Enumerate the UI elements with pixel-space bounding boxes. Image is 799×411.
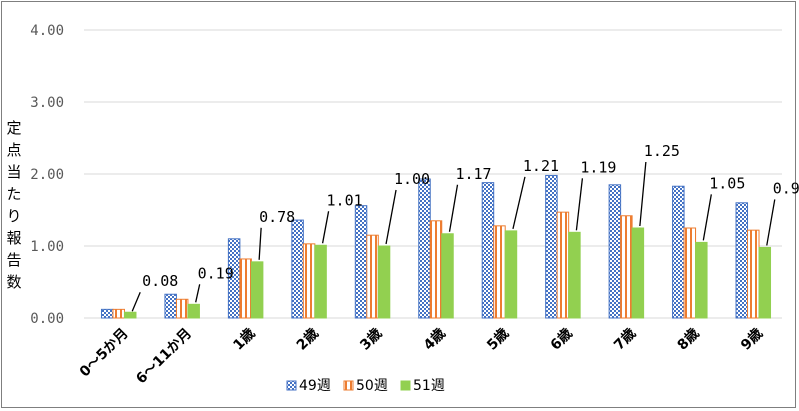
x-category-label: 3歳 (357, 325, 386, 354)
bar-50週 (429, 220, 443, 319)
y-axis-label-char: り (6, 207, 21, 225)
y-axis-label-char: 当 (6, 163, 21, 181)
legend-label: 49週 (299, 378, 331, 394)
bar-49週 (481, 182, 495, 319)
legend-label: 50週 (356, 378, 388, 394)
data-labels: 0.08 0.19 0.78 1.01 1.00 1.17 1.21 1.19 1.25 1.05… (131, 142, 799, 312)
leader-line (766, 199, 776, 246)
data-label: 0.78 (259, 208, 295, 226)
bar-49週 (418, 178, 431, 319)
leader-line (385, 189, 397, 245)
leader-line (195, 284, 201, 303)
x-category-label: 1歳 (230, 325, 259, 354)
data-label: 0.19 (198, 264, 234, 282)
bar-50週 (302, 243, 316, 319)
bar-49週 (164, 293, 177, 319)
bars (100, 174, 772, 319)
bar-50週 (175, 298, 189, 319)
bar-49週 (672, 185, 685, 319)
bar-51週 (441, 233, 454, 319)
leader-line (448, 184, 459, 232)
bar-50週 (620, 215, 633, 319)
y-tick-label: 3.00 (30, 95, 64, 111)
legend-label: 51週 (413, 378, 445, 394)
bar-49週 (545, 174, 558, 319)
bar-49週 (291, 219, 304, 319)
bar-51週 (250, 261, 264, 319)
x-category-label: 8歳 (674, 325, 703, 354)
data-label: 1.19 (580, 158, 616, 176)
data-label: 1.17 (455, 165, 491, 183)
y-axis-label-char: 告 (6, 251, 21, 269)
bar-50週 (239, 258, 252, 319)
data-label: 1.01 (327, 191, 363, 209)
y-axis-label-char: 数 (6, 273, 21, 291)
bar-51週 (187, 303, 200, 319)
bar-50週 (366, 234, 379, 319)
bar-51週 (631, 227, 645, 319)
bar-51週 (123, 311, 137, 319)
x-category-label: 0～5か月 (77, 326, 132, 381)
leader-line (575, 178, 584, 231)
y-axis-label-char: 定 (6, 119, 21, 137)
bar-50週 (493, 225, 506, 319)
bar-51週 (314, 244, 327, 319)
data-label: 1.00 (394, 170, 430, 188)
x-category-label: 2歳 (293, 325, 322, 354)
bar-51週 (758, 246, 772, 319)
bar-49週 (354, 205, 368, 319)
legend-swatch (400, 380, 411, 391)
leader-line (131, 291, 141, 312)
bar-51週 (504, 230, 518, 319)
legend: 49週 50週 51週 (286, 378, 445, 394)
data-label: 0.98 (773, 179, 799, 197)
bar-51週 (695, 241, 708, 319)
y-axis-label-char: 報 (6, 229, 21, 247)
y-tick-label: 1.00 (30, 239, 64, 255)
leader-line (702, 194, 712, 241)
legend-swatch (286, 380, 297, 391)
x-category-label: 5歳 (483, 325, 512, 354)
legend-swatch (343, 380, 354, 391)
leader-line (258, 227, 262, 260)
data-label: 1.05 (709, 174, 745, 192)
y-axis-label-char: た (6, 185, 21, 203)
y-axis-ticks: 0.00 1.00 2.00 3.00 4.00 (30, 23, 64, 327)
leader-line (321, 211, 330, 244)
bar-49週 (100, 308, 114, 319)
x-category-label: 6～11か月 (133, 326, 195, 388)
y-tick-label: 2.00 (30, 167, 64, 183)
bar-50週 (556, 211, 570, 319)
leader-line (639, 161, 647, 227)
leader-line (512, 176, 526, 230)
data-label: 1.25 (644, 142, 680, 160)
x-category-label: 7歳 (610, 325, 639, 354)
data-label: 1.21 (523, 157, 559, 175)
bar-49週 (735, 202, 749, 319)
bar-51週 (377, 245, 391, 319)
x-category-label: 4歳 (420, 325, 449, 354)
bar-50週 (747, 229, 760, 319)
y-tick-label: 4.00 (30, 23, 64, 39)
data-label: 0.08 (142, 272, 178, 290)
x-category-label: 6歳 (547, 325, 576, 354)
x-category-label: 9歳 (737, 325, 766, 354)
y-tick-label: 0.00 (30, 311, 64, 327)
bar-50週 (112, 308, 125, 319)
y-axis-label-char: 点 (6, 141, 21, 159)
bar-51週 (568, 231, 581, 319)
bar-49週 (608, 184, 622, 319)
bar-50週 (683, 227, 697, 319)
